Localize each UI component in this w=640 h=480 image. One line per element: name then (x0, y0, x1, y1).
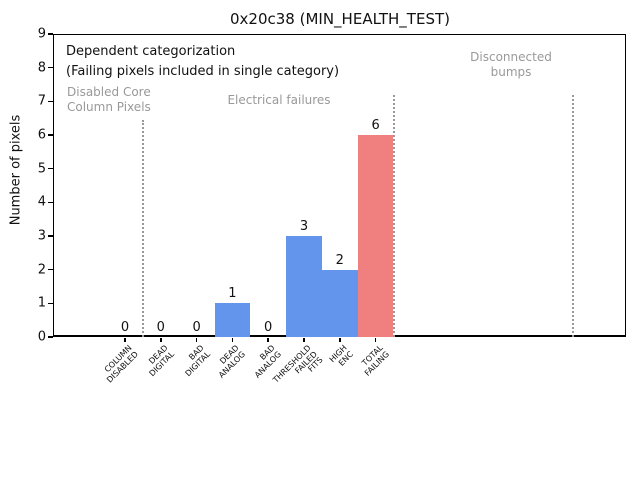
annotation-dependent-categorization: Dependent categorization (66, 44, 236, 59)
y-tick-mark (48, 167, 53, 170)
region-label-disabled-core-column-pixels: Disabled Core Column Pixels (67, 85, 151, 114)
x-tick-mark (267, 338, 269, 342)
y-tick-mark (48, 302, 53, 305)
y-tick-label: 7 (37, 93, 46, 109)
bar-value-label: 0 (156, 320, 165, 335)
region-separator (571, 95, 574, 337)
bar (321, 269, 358, 337)
bar-value-label: 6 (371, 118, 380, 133)
region-separator (141, 120, 144, 337)
region-separator (392, 95, 395, 337)
bar-value-label: 3 (299, 219, 309, 234)
region-label-electrical-failures: Electrical failures (227, 93, 331, 107)
x-tick-mark (124, 338, 126, 342)
y-tick-label: 0 (37, 329, 46, 345)
bar-value-label: 2 (335, 252, 344, 268)
y-tick-label: 3 (37, 228, 46, 244)
x-tick-mark (231, 338, 234, 342)
region-label-disconnected-bumps: Disconnected bumps (470, 50, 552, 79)
y-tick-mark (48, 235, 53, 237)
bar-value-label: 0 (264, 320, 273, 335)
y-tick-mark (48, 33, 53, 35)
y-tick-label: 5 (37, 161, 46, 177)
annotation-failing-pixels-note: (Failing pixels included in single categ… (66, 64, 340, 79)
y-tick-label: 8 (37, 60, 46, 76)
y-tick-mark (48, 134, 53, 136)
x-tick-mark (160, 338, 162, 342)
y-tick-label: 9 (37, 26, 46, 42)
x-tick-mark (374, 338, 377, 342)
bar-value-label: 0 (192, 320, 201, 335)
y-tick-label: 2 (37, 262, 46, 278)
y-tick-label: 4 (37, 194, 46, 210)
y-tick-mark (48, 336, 53, 338)
y-tick-mark (48, 66, 53, 69)
bar (286, 236, 322, 337)
y-tick-mark (48, 268, 53, 271)
bar (214, 303, 251, 337)
bar-value-label: 0 (120, 320, 130, 335)
bar (357, 135, 394, 337)
x-tick-mark (303, 338, 305, 342)
bar-value-label: 1 (228, 286, 237, 302)
y-tick-label: 6 (37, 127, 46, 143)
y-tick-mark (48, 201, 53, 204)
x-tick-mark (195, 338, 198, 342)
chart-title: 0x20c38 (MIN_HEALTH_TEST) (230, 10, 450, 28)
y-tick-mark (48, 100, 53, 103)
y-tick-label: 1 (37, 295, 46, 311)
x-tick-mark (339, 338, 341, 342)
